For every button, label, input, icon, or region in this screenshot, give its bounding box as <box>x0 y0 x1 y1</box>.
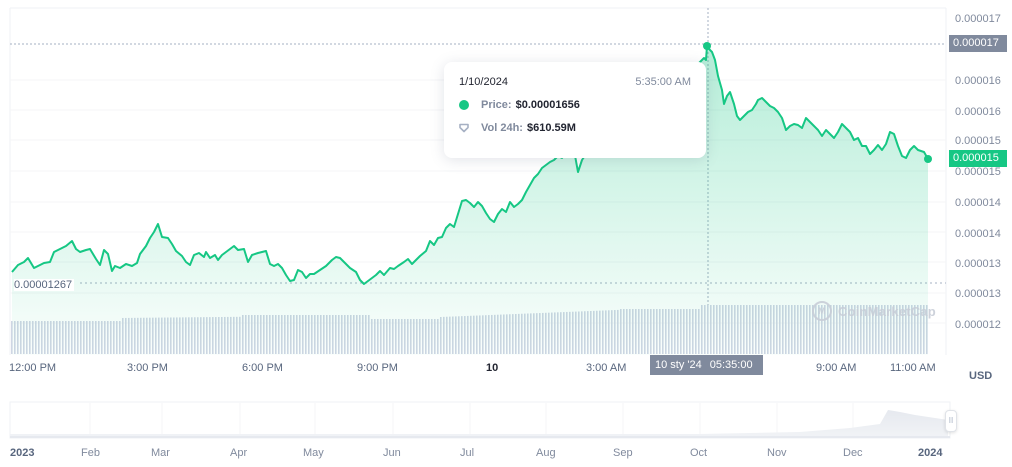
watermark: M CoinMarketCap <box>812 301 936 321</box>
volume-shield-icon <box>459 123 469 133</box>
navigator-tick: Nov <box>767 447 787 459</box>
navigator-tick: Sep <box>613 447 633 459</box>
currency-label: USD <box>969 370 993 382</box>
y-tick: 0.000013 <box>955 258 1001 270</box>
y-tick: 0.000014 <box>955 228 1001 240</box>
navigator-tick: Dec <box>843 447 863 459</box>
crosshair-time: 05:35:00 <box>709 359 753 371</box>
navigator-area <box>10 410 948 437</box>
crosshair-date: 10 sty '24 <box>655 359 702 371</box>
navigator <box>9 401 951 439</box>
y-tick: 0.000016 <box>955 106 1001 118</box>
current-price-badge: 0.000015 <box>949 150 1007 167</box>
price-line <box>11 45 929 285</box>
x-tick: 9:00 AM <box>816 362 857 374</box>
y-tick: 0.000012 <box>955 319 1001 331</box>
price-value: $0.00001656 <box>515 99 580 111</box>
price-label: Price: <box>481 99 512 111</box>
tooltip: 1/10/2024 5:35:00 AM Price: $0.00001656 … <box>444 62 706 158</box>
y-tick: 0.000014 <box>955 197 1001 209</box>
tooltip-date: 1/10/2024 <box>459 76 508 88</box>
hover-point-marker <box>703 42 711 50</box>
navigator-tick: Feb <box>81 447 100 459</box>
navigator-tick: May <box>303 447 324 459</box>
coinmarketcap-logo-icon: M <box>812 301 832 321</box>
vol-label: Vol 24h: <box>481 122 523 134</box>
crosshair-time-badge: 10 sty '24 05:35:00 <box>650 355 763 375</box>
y-tick: 0.000016 <box>955 75 1001 87</box>
max-price-badge: 0.000017 <box>949 35 1007 52</box>
navigator-tick: 2023 <box>10 447 35 459</box>
y-tick: 0.000013 <box>955 288 1001 300</box>
price-dot-icon <box>459 100 469 110</box>
min-price-label: 0.00001267 <box>14 279 75 291</box>
x-tick: 11:00 AM <box>890 362 936 374</box>
y-tick: 0.000015 <box>955 166 1001 178</box>
y-tick: 0.000015 <box>955 135 1001 147</box>
navigator-tick: Aug <box>536 447 556 459</box>
navigator-tick: Apr <box>230 447 248 459</box>
x-tick: 3:00 AM <box>586 362 627 374</box>
navigator-tick: Mar <box>151 447 170 459</box>
x-tick: 12:00 PM <box>9 362 57 374</box>
x-tick: 10 <box>486 362 499 374</box>
vol-value: $610.59M <box>526 122 576 134</box>
x-tick: 9:00 PM <box>357 362 398 374</box>
navigator-tick: Jun <box>383 447 401 459</box>
x-tick: 6:00 PM <box>242 362 283 374</box>
navigator-tick: Jul <box>460 447 475 459</box>
navigator-tick: Oct <box>690 447 708 459</box>
last-point-marker <box>924 155 932 163</box>
x-tick: 3:00 PM <box>127 362 168 374</box>
navigator-tick: 2024 <box>918 447 943 459</box>
navigator-range-handle[interactable]: II <box>945 410 957 432</box>
y-tick: 0.000017 <box>955 13 1001 25</box>
tooltip-time: 5:35:00 AM <box>635 76 691 88</box>
